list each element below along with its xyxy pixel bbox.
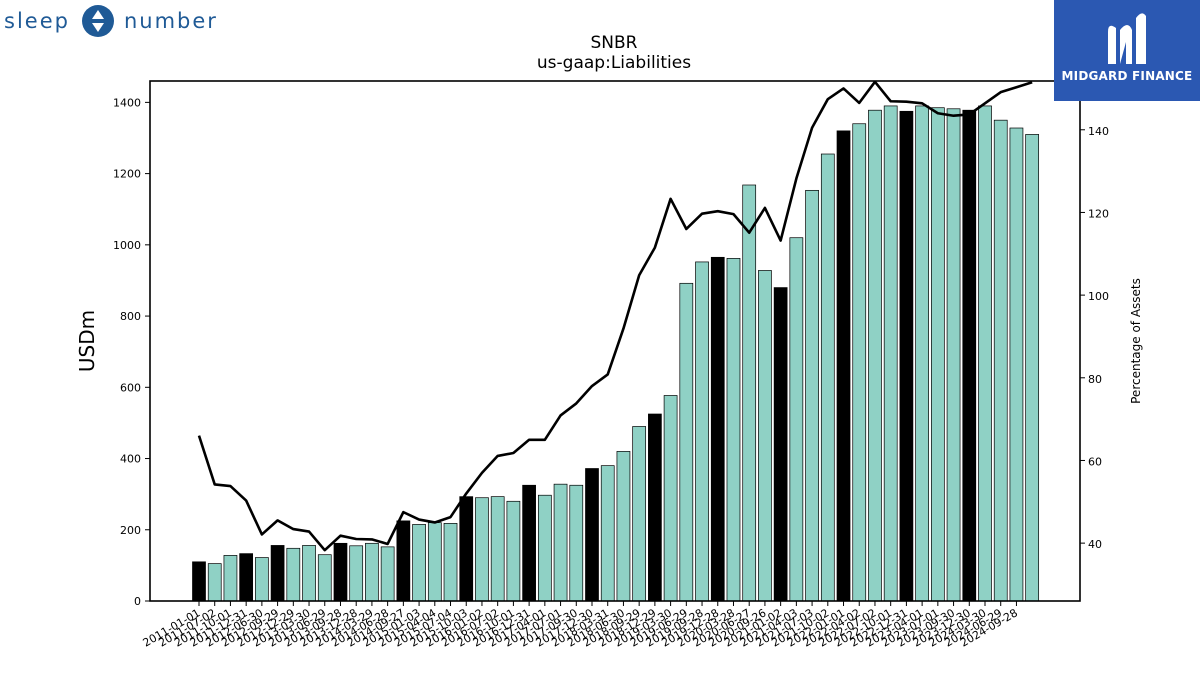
bar <box>349 545 364 602</box>
bar <box>836 130 851 602</box>
y-axis-label: USDm <box>75 310 99 372</box>
y2-tick-label: 120 <box>1088 207 1109 220</box>
bar <box>490 496 505 602</box>
bar <box>459 496 474 602</box>
bar <box>255 557 269 602</box>
bar <box>710 256 725 602</box>
y2-tick-label: 80 <box>1088 373 1102 386</box>
bar <box>223 555 238 602</box>
bar <box>569 484 584 602</box>
watermark-text: MIDGARD FINANCE <box>1061 69 1193 83</box>
bar <box>946 108 961 602</box>
bar <box>679 282 694 602</box>
bar-series <box>192 105 1040 602</box>
bar <box>742 184 757 602</box>
bar <box>805 189 819 602</box>
y-tick-label: 1200 <box>113 168 141 181</box>
bar <box>1009 127 1024 602</box>
bar <box>758 270 772 602</box>
bar <box>207 563 222 602</box>
bar <box>852 123 867 602</box>
bar <box>286 547 301 602</box>
bar <box>915 105 929 602</box>
bar <box>412 524 426 602</box>
y2-tick-label: 100 <box>1088 290 1109 303</box>
bar <box>648 413 662 602</box>
chart-title: SNBR <box>591 33 638 53</box>
bar <box>333 542 348 602</box>
bar <box>585 468 599 602</box>
bar <box>962 109 977 602</box>
bar <box>726 258 741 602</box>
bar <box>553 483 568 602</box>
bar <box>270 545 285 602</box>
y-tick-label: 600 <box>120 381 141 394</box>
bar <box>600 465 615 602</box>
bar <box>302 545 316 602</box>
y-tick-label: 1400 <box>113 96 141 109</box>
bar <box>820 153 835 602</box>
bar <box>396 520 411 602</box>
bar <box>522 484 536 602</box>
bar <box>993 119 1008 602</box>
left-y-axis: 0 200 400 600 800 1000 1200 1400 <box>113 96 150 608</box>
y2-tick-label: 140 <box>1088 125 1109 138</box>
bar <box>365 542 379 602</box>
brand-right-text: number <box>123 9 218 33</box>
y-tick-label: 800 <box>120 310 141 323</box>
y-tick-label: 1000 <box>113 239 141 252</box>
percentage-line-series <box>197 80 1033 552</box>
bar <box>192 561 206 602</box>
bar <box>537 494 552 602</box>
y2-tick-label: 40 <box>1088 538 1102 551</box>
bar <box>930 107 945 602</box>
bar <box>317 554 332 602</box>
sleep-number-logo: sleep number <box>4 4 218 38</box>
bar <box>899 110 914 602</box>
x-axis: 2011-01-012011-07-022011-10-012011-12-31… <box>141 601 1020 650</box>
bar <box>380 546 395 602</box>
brand-left-text: sleep <box>4 9 70 33</box>
y-tick-label: 400 <box>120 453 141 466</box>
right-y-axis: 40 60 80 100 120 140 <box>1080 125 1109 551</box>
bar <box>695 261 709 602</box>
sleep-number-logo-icon <box>81 5 114 37</box>
bar <box>978 105 992 602</box>
bar <box>239 553 254 602</box>
bar <box>663 395 678 602</box>
bar <box>632 426 647 602</box>
y2-axis-label: Percentage of Assets <box>1129 278 1143 404</box>
midgard-finance-watermark: MIDGARD FINANCE <box>1054 0 1200 101</box>
bar <box>506 500 521 602</box>
chart-subtitle: us-gaap:Liabilities <box>537 53 691 73</box>
y-tick-label: 0 <box>134 595 141 608</box>
bar <box>475 497 489 602</box>
percentage-line <box>197 80 1033 552</box>
plot-frame <box>149 80 1081 602</box>
y2-tick-label: 60 <box>1088 455 1102 468</box>
y-tick-label: 200 <box>120 524 141 537</box>
bar <box>427 522 442 602</box>
bar <box>616 451 631 602</box>
bar <box>883 105 898 602</box>
bar <box>443 523 458 602</box>
bar <box>868 109 882 602</box>
bar <box>1025 134 1040 602</box>
bar <box>789 237 804 602</box>
bar <box>773 287 788 602</box>
midgard-logo-icon <box>1108 13 1146 64</box>
